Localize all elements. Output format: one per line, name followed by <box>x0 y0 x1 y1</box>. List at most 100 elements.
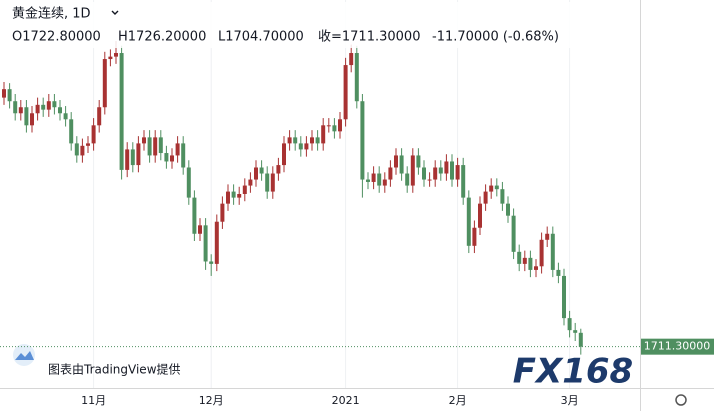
candle-body <box>231 191 236 198</box>
ohlc-value: L1704.70000 <box>218 30 304 45</box>
candle-body <box>550 233 555 270</box>
candle-body <box>405 173 410 186</box>
badge-icon <box>13 344 35 366</box>
x-tick-label: 2月 <box>449 394 467 407</box>
candle-body <box>102 59 107 108</box>
candle-body <box>332 125 337 132</box>
candle-body <box>242 185 247 194</box>
candle-body <box>2 89 6 98</box>
candle-body <box>326 125 331 127</box>
candle-body <box>24 107 29 126</box>
last-price-label: 1711.30000 <box>644 340 710 353</box>
x-tick-label: 12月 <box>199 394 224 407</box>
x-tick-label: 3月 <box>561 394 579 407</box>
candle-body <box>287 137 292 144</box>
candle-body <box>562 275 566 319</box>
candle-body <box>304 143 309 150</box>
candle-body <box>506 203 510 216</box>
candle-body <box>354 53 359 102</box>
candle-body <box>478 203 482 228</box>
candle-body <box>461 165 466 198</box>
candle-body <box>170 155 174 162</box>
candle-body <box>349 53 354 66</box>
candle-body <box>13 101 18 114</box>
attribution: 图表由TradingView提供 <box>48 362 181 377</box>
ohlc-value: O1722.80000 <box>12 30 101 45</box>
ohlc-value: H1726.20000 <box>118 30 206 45</box>
candle-body <box>69 119 74 144</box>
candle-body <box>237 194 242 198</box>
candle-body <box>186 167 191 198</box>
candle-body <box>125 149 130 170</box>
candle-body <box>63 113 68 120</box>
candle-body <box>214 221 219 264</box>
candle-body <box>298 143 303 150</box>
candle-body <box>539 239 544 267</box>
ohlc-legend: O1722.80000 H1726.20000 L1704.70000 收=1711.… <box>12 30 559 45</box>
candle-body <box>248 179 253 186</box>
candle-body <box>74 143 79 156</box>
candle-body <box>41 104 46 110</box>
candle-body <box>500 189 505 204</box>
candle-body <box>338 119 342 132</box>
candle-body <box>181 143 186 168</box>
candle-body <box>573 330 578 333</box>
candle-body <box>175 143 180 156</box>
candle-body <box>147 137 152 156</box>
tradingview-badge: 图表由TradingView提供 <box>13 344 181 377</box>
candle-body <box>18 107 23 114</box>
candle-body <box>377 173 382 186</box>
dropdown-icon[interactable] <box>111 10 119 15</box>
candle-body <box>153 137 158 156</box>
candle-body <box>30 113 34 126</box>
candle-body <box>310 137 314 144</box>
candle-body <box>410 155 415 186</box>
candle-body <box>209 261 214 264</box>
candle-body <box>321 125 326 144</box>
candle-body <box>293 137 298 144</box>
candle-body <box>192 197 197 234</box>
candle-body <box>366 179 370 182</box>
candle-body <box>343 65 348 120</box>
watermark-logo: FX168 <box>513 352 633 392</box>
candle-body <box>494 185 499 190</box>
candle-body <box>388 167 393 180</box>
settings-icon[interactable] <box>675 394 687 406</box>
candle-body <box>119 53 124 170</box>
candle-body <box>444 161 449 174</box>
candle-body <box>114 53 118 57</box>
candle-body <box>556 269 561 276</box>
candle-body <box>164 153 169 162</box>
header-backdrop <box>0 2 585 48</box>
candle-body <box>315 137 320 144</box>
candle-body <box>371 173 376 182</box>
candle-body <box>198 225 202 234</box>
candle-body <box>483 191 488 204</box>
candle-body <box>254 167 258 180</box>
candle-body <box>58 107 62 114</box>
candle-body <box>97 107 102 126</box>
candle-body <box>282 143 286 166</box>
candle-body <box>545 233 550 240</box>
candle-body <box>567 318 572 331</box>
candle-body <box>578 332 583 347</box>
candle-body <box>416 155 421 168</box>
candle-body <box>394 155 398 168</box>
candle-body <box>511 215 516 252</box>
candle-body <box>220 203 225 222</box>
candle-body <box>450 161 454 180</box>
candle-body <box>265 173 270 192</box>
candle-body <box>438 167 443 174</box>
badge-glyph <box>15 351 34 360</box>
candle-body <box>52 101 57 108</box>
candle-body <box>534 266 538 270</box>
candle-body <box>382 179 387 186</box>
x-tick-label: 2021 <box>332 394 360 407</box>
candle-body <box>528 257 533 270</box>
ohlc-value: 收=1711.30000 <box>318 30 420 45</box>
candle-body <box>455 165 460 180</box>
candle-body <box>91 125 96 144</box>
candle-body <box>270 173 275 192</box>
candle-body <box>142 137 146 144</box>
candle-body <box>472 227 477 246</box>
